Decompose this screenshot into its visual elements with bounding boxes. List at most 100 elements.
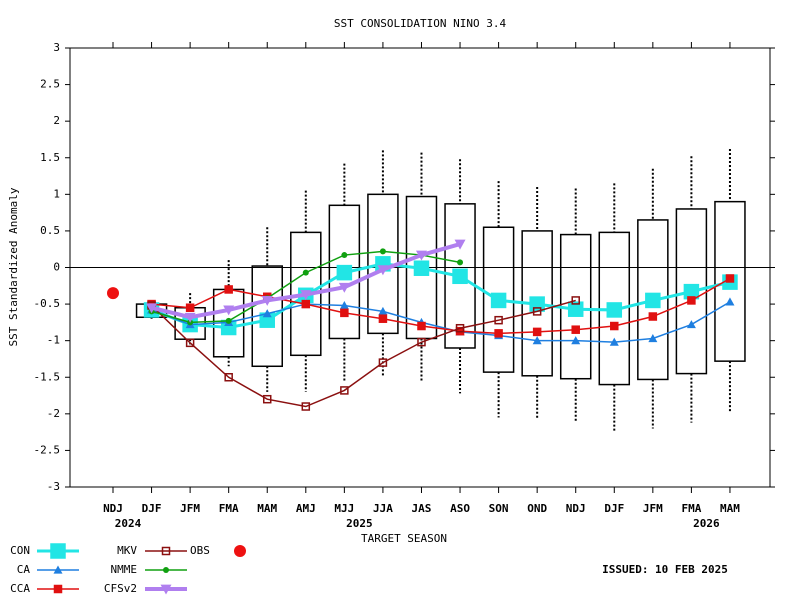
point: [417, 337, 426, 347]
point: [490, 292, 507, 309]
point: [648, 312, 658, 321]
x-tick-label: NDJ: [566, 502, 586, 515]
x-axis-label: TARGET SEASON: [361, 532, 447, 545]
x-tick-label: SON: [489, 502, 509, 515]
point: [224, 285, 233, 294]
point: [225, 317, 232, 324]
point: [645, 292, 661, 309]
point: [494, 329, 503, 338]
x-tick-label: MAM: [257, 502, 277, 515]
point: [415, 250, 427, 261]
box: [251, 265, 283, 368]
series-line: [151, 299, 576, 408]
legend-label: NMME: [111, 563, 138, 576]
legend-label: CCA: [10, 582, 30, 595]
series-line: [151, 262, 731, 330]
box: [637, 219, 669, 381]
y-tick-label: -2.5: [34, 443, 61, 456]
x-tick-label: MAM: [720, 502, 740, 515]
point: [454, 239, 466, 250]
x-tick-label: JFM: [643, 502, 663, 515]
x-tick-label: DJF: [142, 502, 162, 515]
point: [452, 268, 468, 285]
series-line: [151, 301, 731, 343]
x-tick-label: JFM: [180, 502, 200, 515]
x-tick-label: OND: [527, 502, 547, 515]
point: [532, 307, 542, 316]
x-tick-label: MJJ: [334, 502, 354, 515]
point: [340, 386, 349, 395]
x-tick-label: DJF: [604, 502, 624, 515]
y-tick-label: -0.5: [34, 297, 61, 310]
x-tick-label: FMA: [681, 502, 701, 515]
point: [377, 265, 389, 276]
legend-label: CA: [17, 563, 31, 576]
x-tick-label: JJA: [373, 502, 393, 515]
point: [379, 248, 386, 255]
point: [336, 264, 353, 281]
point: [725, 274, 735, 283]
point: [725, 297, 735, 306]
y-tick-label: 0.5: [40, 224, 60, 237]
point: [610, 321, 619, 331]
y-axis-label: SST Standardized Anomaly: [7, 187, 20, 346]
box: [714, 200, 746, 362]
y-tick-label: 2.5: [40, 78, 60, 91]
issued-note: ISSUED: 10 FEB 2025: [602, 563, 728, 576]
point: [262, 309, 272, 318]
legend-label: CON: [10, 544, 30, 557]
year-label: 2025: [346, 517, 373, 530]
point: [571, 325, 580, 334]
point: [417, 321, 426, 331]
point: [686, 320, 696, 329]
point: [494, 315, 503, 325]
y-tick-label: 3: [53, 41, 60, 54]
point: [223, 305, 235, 316]
point: [457, 259, 464, 266]
point: [455, 323, 465, 333]
y-tick-label: -1: [47, 334, 60, 347]
point: [339, 301, 349, 310]
point: [184, 312, 196, 323]
point: [378, 306, 388, 315]
legend-marker: [163, 567, 169, 573]
point: [340, 308, 349, 318]
point: [146, 303, 158, 314]
point: [301, 402, 311, 411]
point: [413, 260, 430, 276]
legend-marker: [161, 546, 171, 556]
point: [185, 303, 195, 312]
box: [482, 226, 515, 373]
point: [107, 287, 119, 300]
legend-marker: [160, 584, 172, 595]
point: [341, 252, 348, 259]
legend-marker: [50, 543, 66, 559]
box: [444, 203, 476, 349]
legend-marker: [53, 584, 63, 594]
legend-label: CFSv2: [104, 582, 137, 595]
legend-marker: [234, 545, 246, 557]
box: [328, 204, 361, 340]
point: [529, 296, 545, 312]
point: [262, 394, 272, 404]
point: [567, 301, 584, 317]
point: [532, 327, 542, 337]
y-tick-label: -1.5: [34, 370, 61, 383]
year-label: 2026: [693, 517, 720, 530]
point: [302, 269, 309, 276]
x-tick-label: FMA: [219, 502, 239, 515]
y-tick-label: 1.5: [40, 151, 60, 164]
point: [300, 290, 312, 301]
chart-title: SST CONSOLIDATION NINO 3.4: [334, 17, 507, 30]
x-tick-label: ASO: [450, 502, 470, 515]
year-label: 2024: [115, 517, 142, 530]
y-tick-label: -2: [47, 407, 60, 420]
point: [532, 336, 542, 345]
x-tick-label: JAS: [412, 502, 432, 515]
point: [301, 299, 311, 309]
point: [378, 358, 388, 367]
point: [224, 373, 233, 382]
x-tick-label: NDJ: [103, 502, 123, 515]
y-tick-label: 1: [53, 187, 60, 200]
